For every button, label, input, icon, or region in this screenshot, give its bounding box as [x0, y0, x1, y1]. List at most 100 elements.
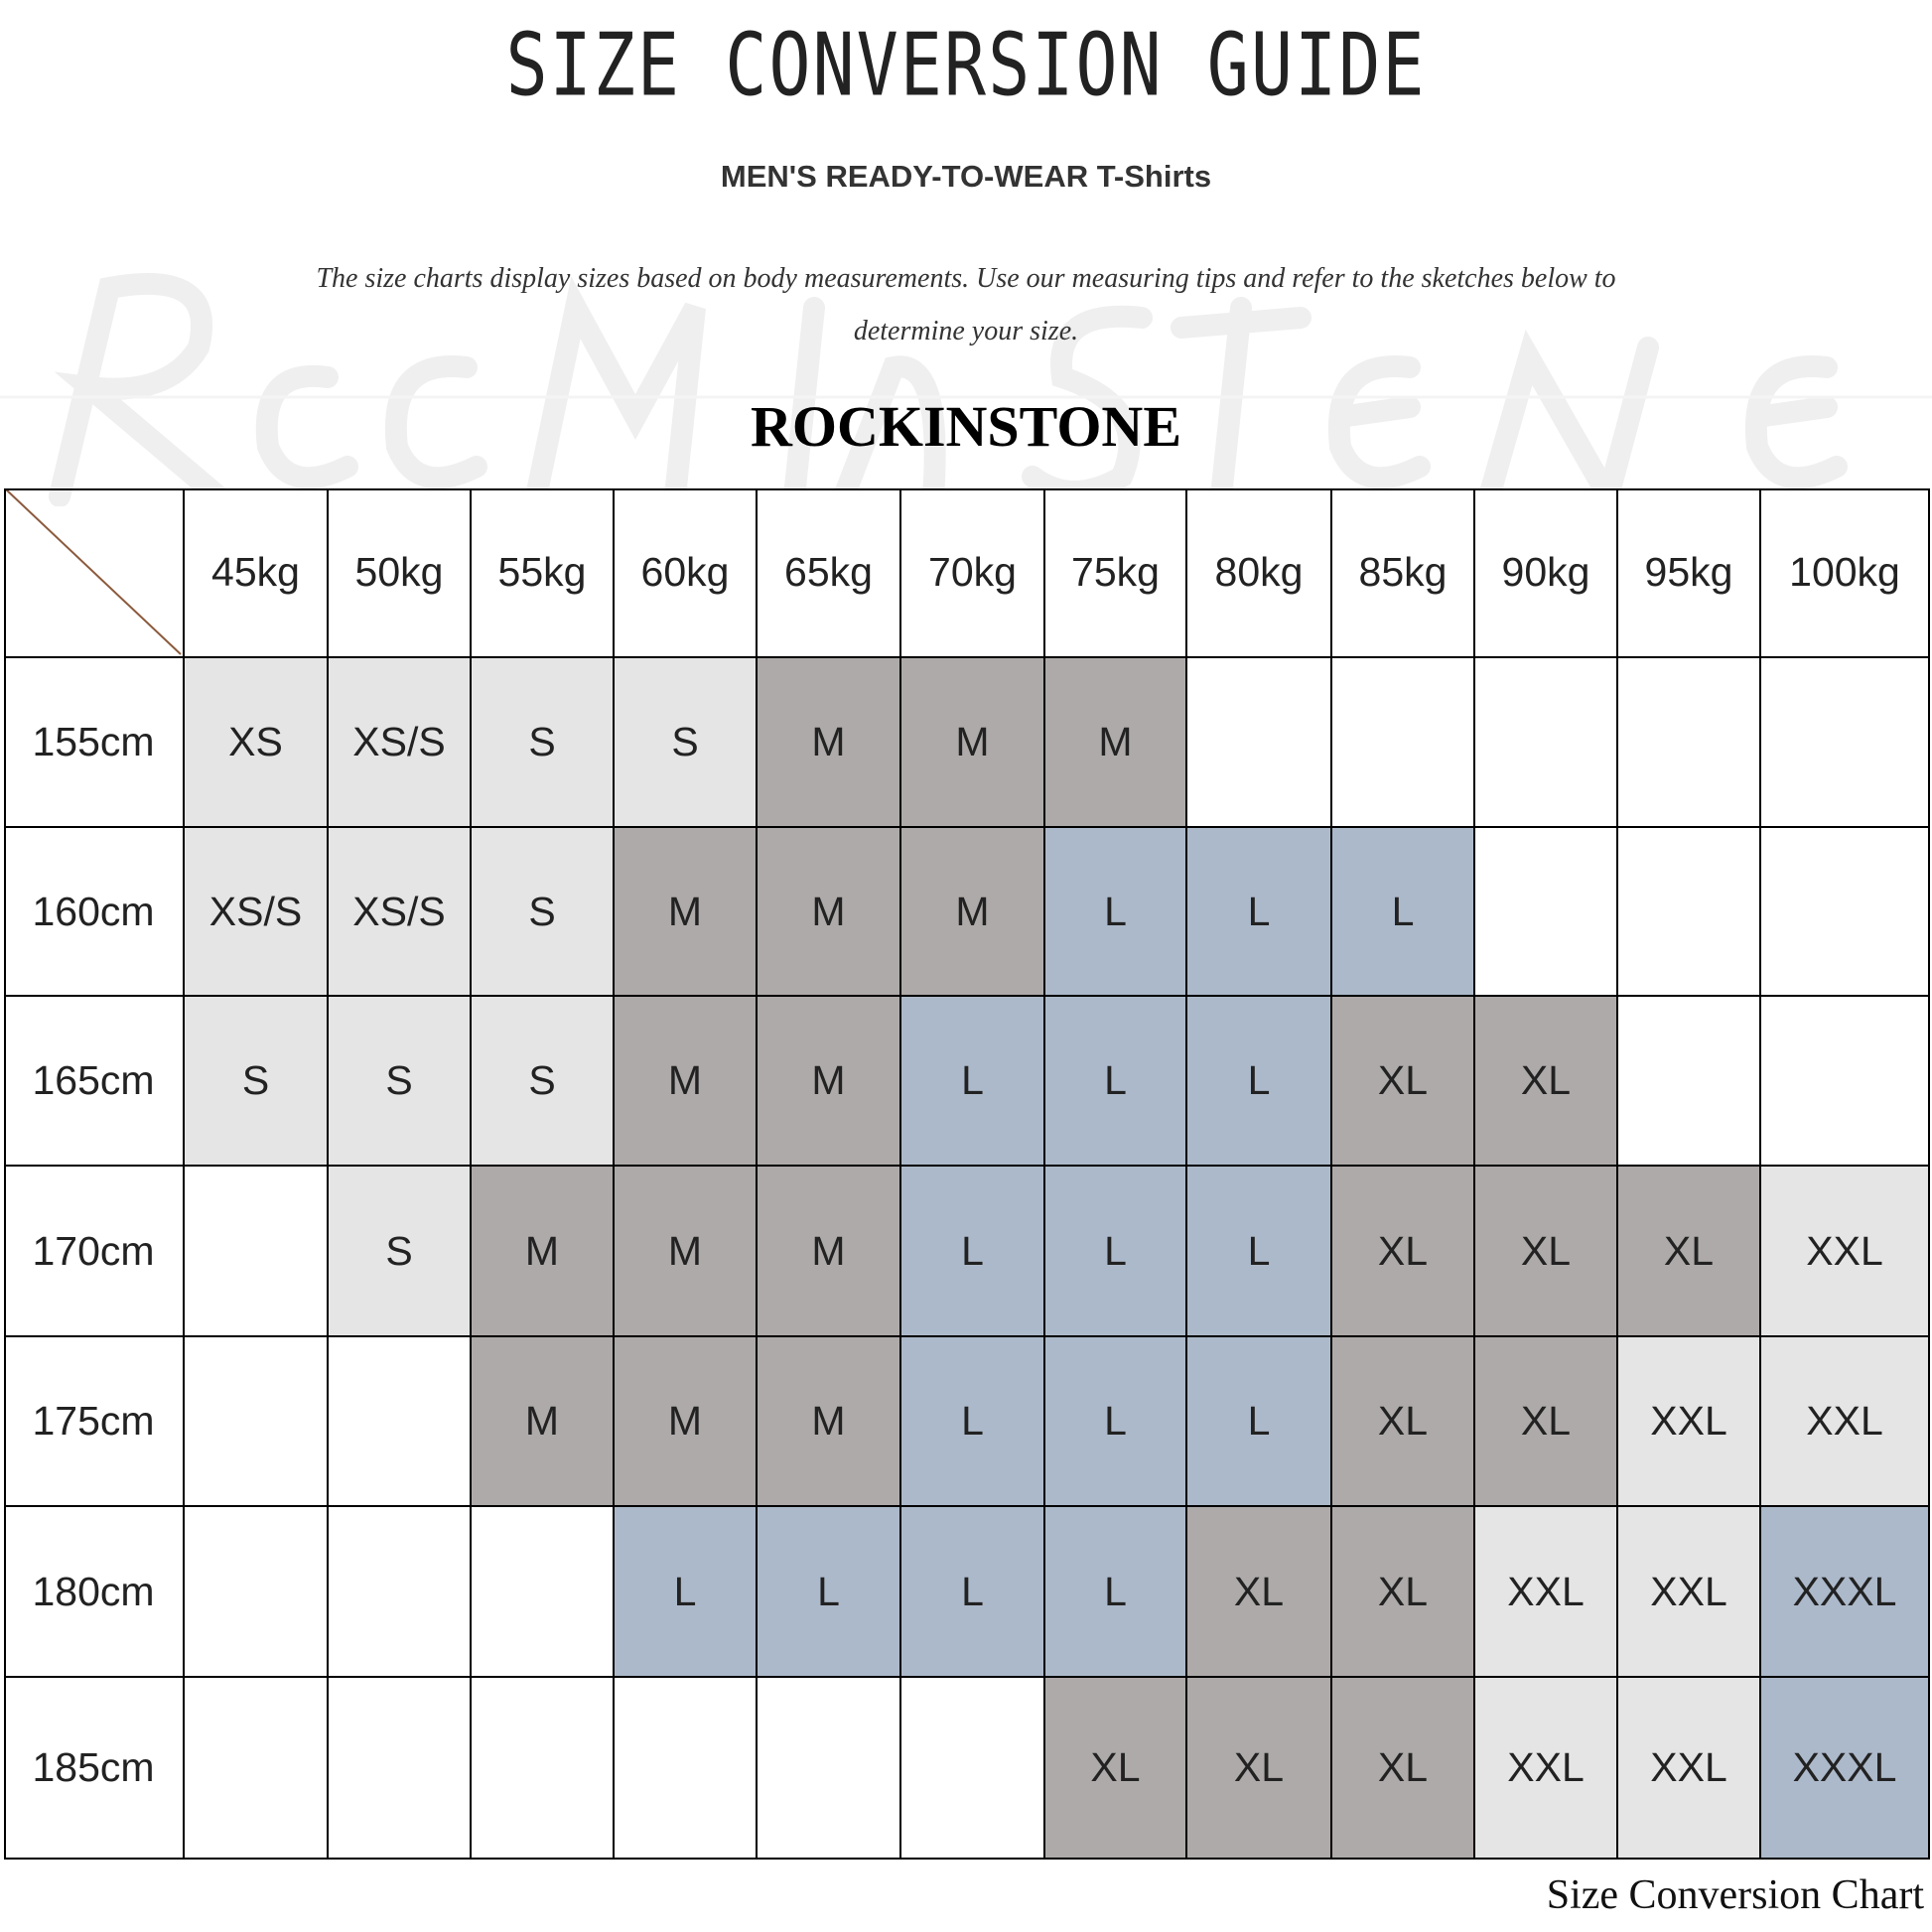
size-cell: XXL: [1475, 1678, 1618, 1860]
empty-cell: [329, 1678, 472, 1860]
empty-cell: [1761, 828, 1930, 997]
empty-cell: [1187, 658, 1332, 828]
empty-cell: [185, 1507, 329, 1678]
height-header: 155cm: [4, 658, 185, 828]
weight-header: 70kg: [901, 488, 1045, 658]
size-cell: L: [1187, 1167, 1332, 1337]
size-cell: XL: [1618, 1167, 1761, 1337]
size-cell: XXL: [1761, 1337, 1930, 1507]
size-cell: XL: [1332, 1678, 1475, 1860]
size-cell: S: [472, 658, 615, 828]
size-cell: M: [758, 1167, 901, 1337]
size-cell: M: [472, 1167, 615, 1337]
empty-cell: [185, 1337, 329, 1507]
height-header: 180cm: [4, 1507, 185, 1678]
size-cell: L: [1045, 1337, 1187, 1507]
weight-header: 95kg: [1618, 488, 1761, 658]
empty-cell: [1761, 658, 1930, 828]
size-cell: L: [1332, 828, 1475, 997]
page-title: SIZE CONVERSION GUIDE: [505, 14, 1427, 116]
empty-cell: [329, 1507, 472, 1678]
size-cell: M: [472, 1337, 615, 1507]
size-cell: S: [329, 1167, 472, 1337]
footer-caption: Size Conversion Chart: [1546, 1872, 1924, 1918]
empty-cell: [1761, 997, 1930, 1167]
weight-header: 50kg: [329, 488, 472, 658]
weight-header: 100kg: [1761, 488, 1930, 658]
size-cell: L: [901, 997, 1045, 1167]
weight-header: 65kg: [758, 488, 901, 658]
empty-cell: [758, 1678, 901, 1860]
size-cell: L: [1045, 1507, 1187, 1678]
empty-cell: [1618, 828, 1761, 997]
height-header: 185cm: [4, 1678, 185, 1860]
empty-cell: [1618, 658, 1761, 828]
size-cell: XL: [1475, 1337, 1618, 1507]
size-cell: S: [472, 828, 615, 997]
size-cell: S: [615, 658, 758, 828]
size-cell: XL: [1187, 1678, 1332, 1860]
size-cell: XS: [185, 658, 329, 828]
empty-cell: [1475, 658, 1618, 828]
size-cell: M: [615, 828, 758, 997]
weight-header: 85kg: [1332, 488, 1475, 658]
size-cell: L: [1187, 828, 1332, 997]
size-cell: S: [472, 997, 615, 1167]
size-cell: XXL: [1761, 1167, 1930, 1337]
empty-cell: [472, 1678, 615, 1860]
size-cell: XXXL: [1761, 1507, 1930, 1678]
size-cell: L: [901, 1507, 1045, 1678]
size-cell: M: [758, 658, 901, 828]
size-cell: L: [1045, 828, 1187, 997]
empty-cell: [185, 1167, 329, 1337]
size-cell: M: [901, 658, 1045, 828]
size-cell: XL: [1475, 997, 1618, 1167]
empty-cell: [472, 1507, 615, 1678]
size-cell: L: [1187, 1337, 1332, 1507]
weight-header: 75kg: [1045, 488, 1187, 658]
size-cell: M: [758, 828, 901, 997]
empty-cell: [615, 1678, 758, 1860]
size-cell: L: [758, 1507, 901, 1678]
size-cell: XL: [1332, 1507, 1475, 1678]
empty-cell: [901, 1678, 1045, 1860]
size-cell: XXL: [1618, 1678, 1761, 1860]
size-cell: XXL: [1618, 1337, 1761, 1507]
size-cell: S: [185, 997, 329, 1167]
empty-cell: [1332, 658, 1475, 828]
size-cell: XS/S: [329, 828, 472, 997]
empty-cell: [329, 1337, 472, 1507]
size-cell: M: [1045, 658, 1187, 828]
diagonal-divider: [5, 488, 182, 655]
size-cell: XXL: [1475, 1507, 1618, 1678]
weight-header: 60kg: [615, 488, 758, 658]
size-cell: M: [615, 1167, 758, 1337]
corner-cell: [4, 488, 185, 658]
height-header: 165cm: [4, 997, 185, 1167]
brand-name: ROCKINSTONE: [750, 394, 1182, 459]
weight-header: 90kg: [1475, 488, 1618, 658]
weight-header: 80kg: [1187, 488, 1332, 658]
height-header: 170cm: [4, 1167, 185, 1337]
height-header: 160cm: [4, 828, 185, 997]
size-cell: XXXL: [1761, 1678, 1930, 1860]
weight-header: 55kg: [472, 488, 615, 658]
size-cell: XS/S: [185, 828, 329, 997]
size-cell: L: [1045, 997, 1187, 1167]
size-cell: XL: [1045, 1678, 1187, 1860]
size-cell: L: [901, 1167, 1045, 1337]
size-cell: L: [1045, 1167, 1187, 1337]
size-cell: XL: [1475, 1167, 1618, 1337]
empty-cell: [1618, 997, 1761, 1167]
size-cell: XL: [1332, 1337, 1475, 1507]
size-cell: S: [329, 997, 472, 1167]
page-subtitle: MEN'S READY-TO-WEAR T-Shirts: [720, 159, 1212, 194]
size-cell: M: [758, 1337, 901, 1507]
size-cell: L: [1187, 997, 1332, 1167]
size-cell: XL: [1332, 997, 1475, 1167]
size-cell: M: [615, 997, 758, 1167]
size-cell: L: [901, 1337, 1045, 1507]
height-header: 175cm: [4, 1337, 185, 1507]
intro-text: The size charts display sizes based on b…: [316, 263, 1616, 346]
weight-header: 45kg: [185, 488, 329, 658]
